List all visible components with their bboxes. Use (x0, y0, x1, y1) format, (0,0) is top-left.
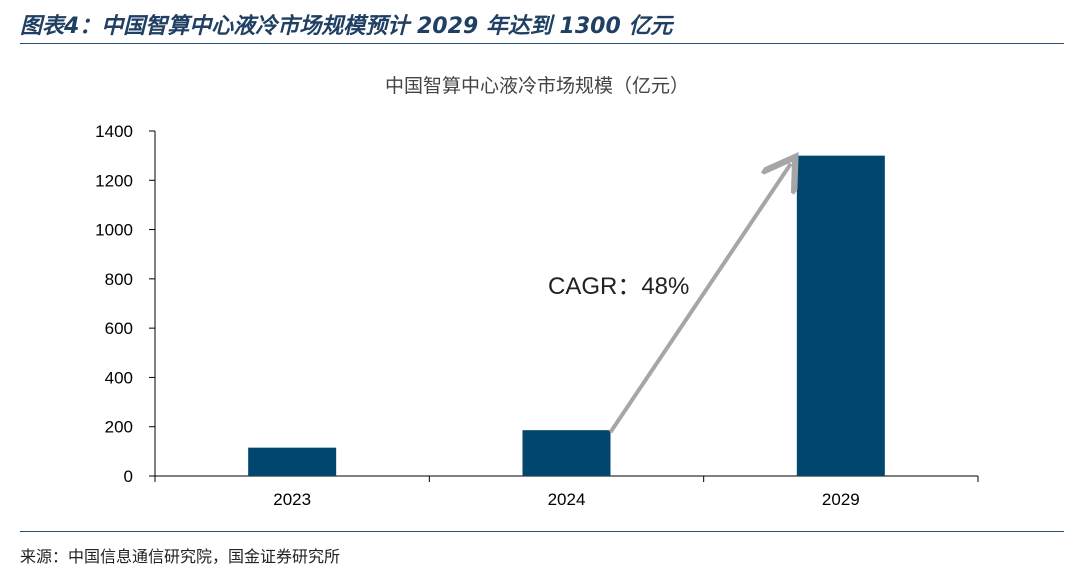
source-divider (20, 531, 1064, 532)
x-tick-label: 2024 (548, 490, 586, 509)
bar-2024 (522, 430, 611, 476)
source-note: 来源：中国信息通信研究院，国金证券研究所 (20, 547, 341, 566)
y-axis: 0 200 400 600 800 1000 1200 1400 (95, 122, 156, 486)
y-tick-label: 1000 (95, 221, 133, 240)
bar-2029 (796, 155, 885, 476)
bars (248, 155, 885, 476)
figure-title: 图表4：中国智算中心液冷市场规模预计 2029 年达到 1300 亿元 (20, 14, 673, 39)
y-tick-label: 200 (105, 418, 133, 437)
bar-2023 (248, 447, 337, 476)
cagr-annotation: CAGR：48% (548, 164, 791, 434)
y-tick-label: 0 (124, 467, 133, 486)
y-tick-label: 1400 (95, 122, 133, 141)
x-tick-label: 2023 (273, 490, 311, 509)
x-axis: 2023 2024 2029 (154, 475, 979, 509)
y-tick-label: 800 (105, 270, 133, 289)
cagr-label: CAGR：48% (548, 273, 689, 300)
chart-title: 中国智算中心液冷市场规模（亿元） (385, 75, 689, 97)
y-tick-label: 1200 (95, 171, 133, 190)
x-tick-label: 2029 (822, 490, 860, 509)
cagr-arrow (608, 164, 791, 434)
title-divider (20, 43, 1064, 44)
y-tick-label: 400 (105, 368, 133, 387)
y-tick-label: 600 (105, 319, 133, 338)
